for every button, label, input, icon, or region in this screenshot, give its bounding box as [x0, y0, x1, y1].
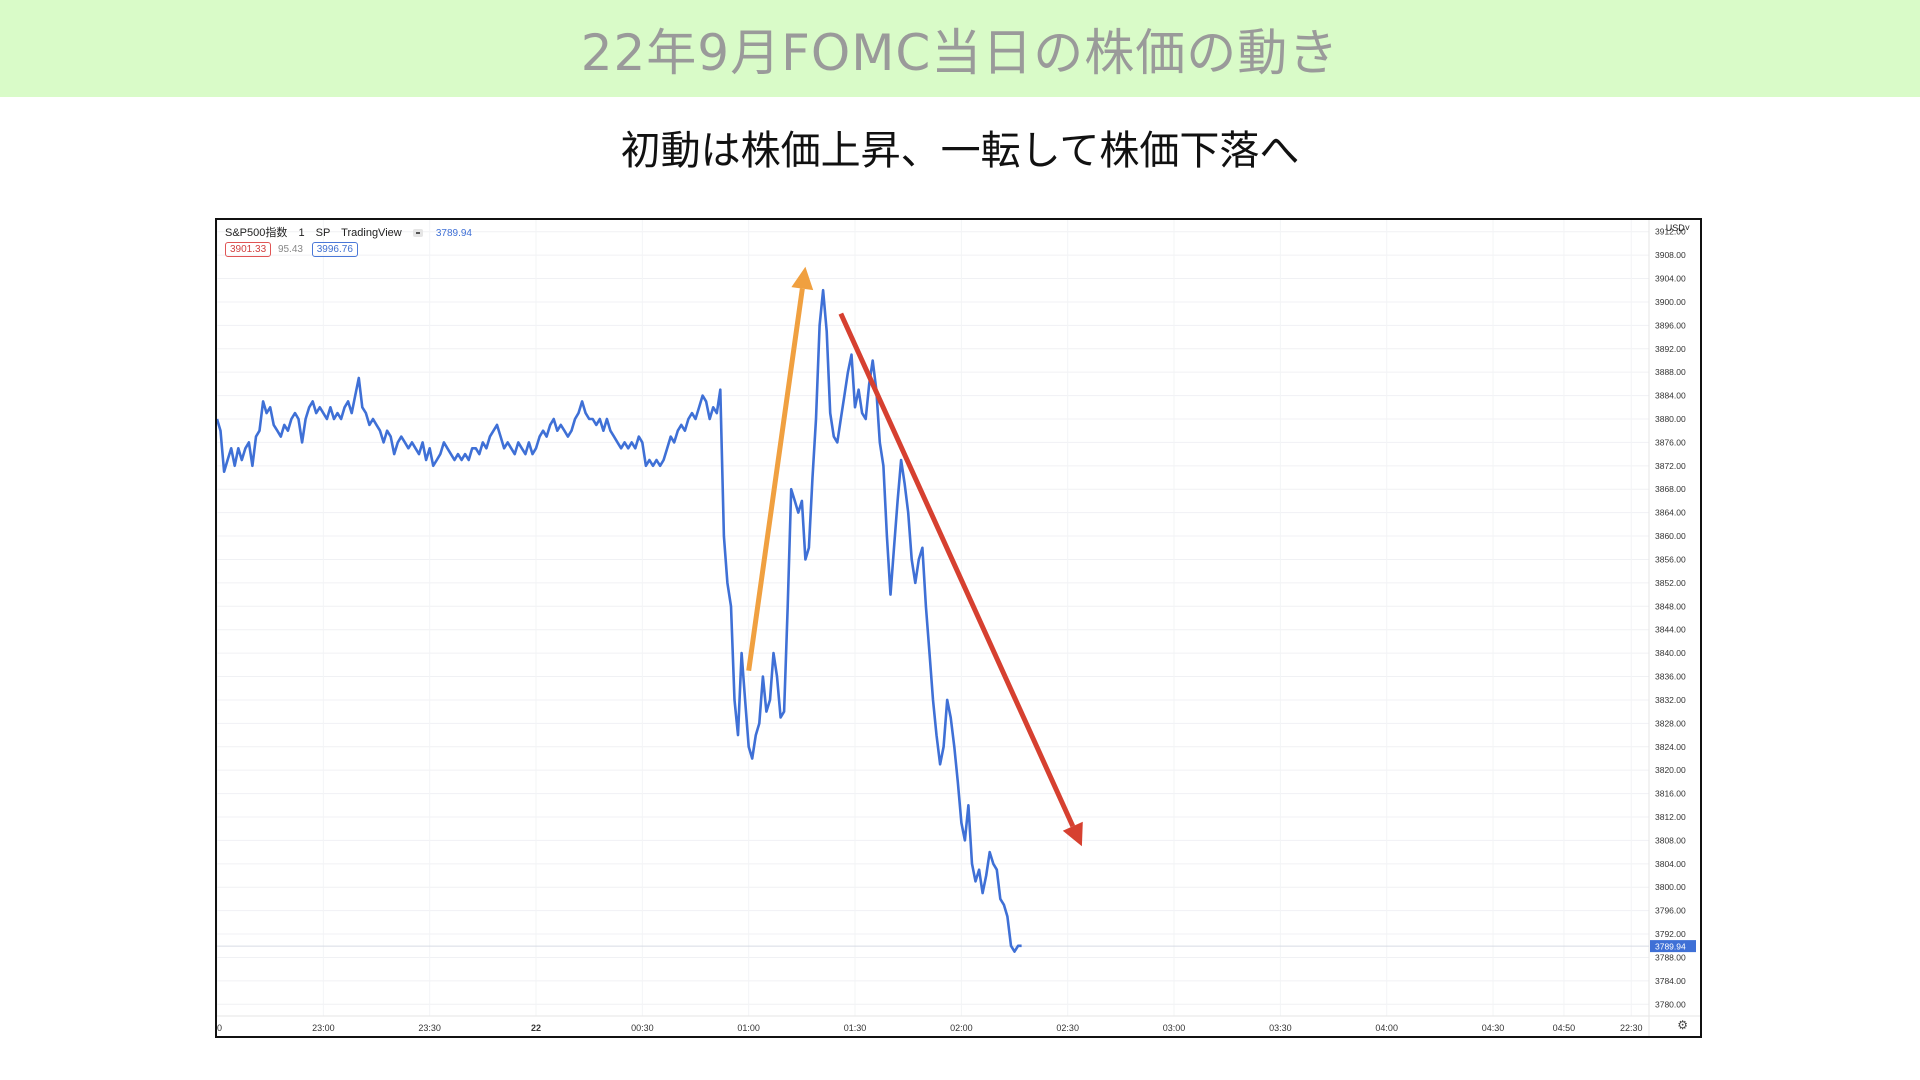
- x-tick-label: 02:30: [1056, 1023, 1079, 1033]
- y-tick-label: 3800.00: [1655, 882, 1686, 892]
- page-subtitle: 初動は株価上昇、一転して株価下落へ: [620, 128, 1300, 174]
- x-tick-label: 03:00: [1163, 1023, 1186, 1033]
- y-tick-label: 3848.00: [1655, 601, 1686, 611]
- spread-value: 95.43: [277, 244, 303, 255]
- x-tick-label: 04:30: [1482, 1023, 1505, 1033]
- x-tick-label: 23:30: [418, 1023, 441, 1033]
- x-tick-label: 04:50: [1553, 1023, 1576, 1033]
- source-label: TradingView: [341, 227, 402, 239]
- x-tick-label: 00:30: [631, 1023, 654, 1033]
- x-tick-label: 02:00: [950, 1023, 973, 1033]
- y-tick-label: 3784.00: [1655, 976, 1686, 986]
- page-title: 22年9月FOMC当日の株価の動き: [580, 23, 1340, 82]
- y-tick-label: 3864.00: [1655, 508, 1686, 518]
- y-tick-label: 3904.00: [1655, 274, 1686, 284]
- x-tick-label: 03:30: [1269, 1023, 1292, 1033]
- currency-selector[interactable]: USD˅: [1665, 223, 1690, 233]
- down-arrow-shaft: [838, 312, 1076, 828]
- chart-info-bar: S&P500指数 1 SP TradingView 3789.94: [225, 224, 480, 240]
- x-tick-label: 04:00: [1375, 1023, 1398, 1033]
- last-price-text: 3789.94: [435, 228, 472, 239]
- x-tick-label: 01:30: [844, 1023, 867, 1033]
- up-arrow-head: [791, 266, 814, 291]
- y-tick-label: 3892.00: [1655, 344, 1686, 354]
- price-series-line: [217, 288, 1022, 953]
- interval-label[interactable]: 1: [298, 227, 305, 239]
- chart-frame: 3912.00 3908.00 3904.00 3900.00 3896.00 3892.…: [215, 218, 1702, 1038]
- y-tick-label: 3820.00: [1655, 765, 1686, 775]
- x-tick-label: 30: [217, 1023, 222, 1033]
- y-tick-label: 3908.00: [1655, 250, 1686, 260]
- y-tick-label: 3832.00: [1655, 695, 1686, 705]
- exchange-label: SP: [315, 227, 331, 239]
- y-tick-label: 3860.00: [1655, 531, 1686, 541]
- y-tick-label: 3856.00: [1655, 554, 1686, 564]
- price-badges: 3901.33 95.43 3996.76: [225, 242, 362, 257]
- x-tick-label: 23:00: [312, 1023, 335, 1033]
- y-tick-label: 3888.00: [1655, 367, 1686, 377]
- x-tick-label: 22: [531, 1023, 541, 1033]
- y-tick-label: 3812.00: [1655, 812, 1686, 822]
- y-tick-label: 3912.00: [1655, 227, 1686, 237]
- x-tick-label: 22:30: [1620, 1023, 1643, 1033]
- y-tick-label: 3868.00: [1655, 484, 1686, 494]
- title-banner: 22年9月FOMC当日の株価の動き: [0, 0, 1920, 97]
- y-tick-label: 3840.00: [1655, 648, 1686, 658]
- y-tick-label: 3824.00: [1655, 742, 1686, 752]
- last-price-label-bg: [1650, 940, 1696, 953]
- y-tick-label: 3788.00: [1655, 952, 1686, 962]
- y-tick-label: 3816.00: [1655, 789, 1686, 799]
- y-tick-label: 3884.00: [1655, 391, 1686, 401]
- sell-badge[interactable]: 3901.33: [225, 242, 272, 257]
- y-tick-label: 3900.00: [1655, 297, 1686, 307]
- last-price-label: 3789.94: [1655, 942, 1686, 952]
- y-tick-label: 3836.00: [1655, 672, 1686, 682]
- x-tick-label: 01:00: [737, 1023, 760, 1033]
- y-tick-label: 3780.00: [1655, 999, 1686, 1009]
- y-tick-label: 3872.00: [1655, 461, 1686, 471]
- y-tick-label: 3880.00: [1655, 414, 1686, 424]
- collapse-icon[interactable]: [412, 229, 423, 238]
- y-tick-label: 3876.00: [1655, 437, 1686, 447]
- y-tick-label: 3808.00: [1655, 835, 1686, 845]
- gear-icon[interactable]: ⚙: [1677, 1018, 1688, 1032]
- y-tick-label: 3796.00: [1655, 906, 1686, 916]
- down-arrow-head: [1062, 821, 1083, 847]
- price-chart[interactable]: 3912.00 3908.00 3904.00 3900.00 3896.00 3892.…: [217, 220, 1700, 1036]
- y-tick-label: 3852.00: [1655, 578, 1686, 588]
- y-tick-label: 3896.00: [1655, 320, 1686, 330]
- y-tick-label: 3792.00: [1655, 929, 1686, 939]
- up-arrow-shaft: [746, 288, 805, 672]
- buy-badge[interactable]: 3996.76: [311, 242, 358, 257]
- symbol-label[interactable]: S&P500指数: [225, 227, 288, 239]
- y-tick-label: 3844.00: [1655, 625, 1686, 635]
- y-tick-label: 3828.00: [1655, 718, 1686, 728]
- y-tick-label: 3804.00: [1655, 859, 1686, 869]
